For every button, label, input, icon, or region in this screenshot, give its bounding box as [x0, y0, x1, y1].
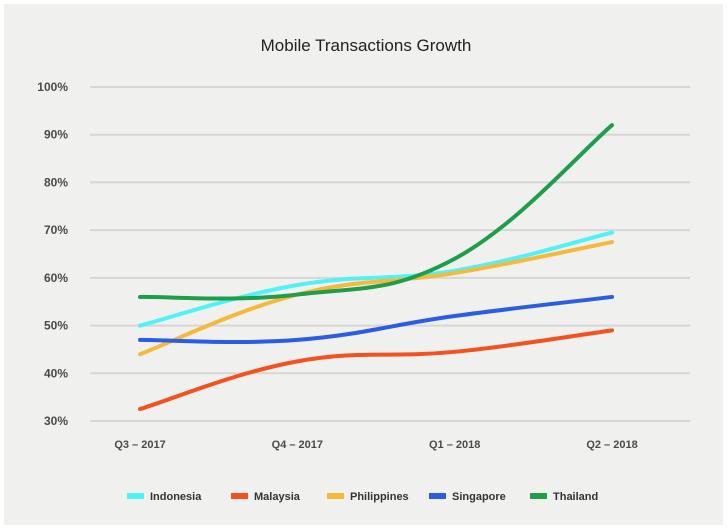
- legend-item-singapore: Singapore: [429, 491, 506, 503]
- series-line-indonesia: [138, 230, 614, 328]
- legend-label: Singapore: [452, 491, 506, 503]
- y-tick-label: 70%: [44, 223, 68, 237]
- series-lines: [138, 123, 614, 412]
- chart-title: Mobile Transactions Growth: [261, 36, 472, 55]
- y-tick-label: 50%: [44, 319, 68, 333]
- legend-item-philippines: Philippines: [327, 491, 409, 503]
- legend-swatch: [327, 493, 344, 499]
- legend-swatch: [127, 493, 144, 499]
- x-axis-ticks: Q3 – 2017 Q4 – 2017 Q1 – 2018 Q2 – 2018: [114, 439, 637, 451]
- series-line-philippines: [138, 240, 614, 357]
- y-axis-ticks: 30% 40% 50% 60% 70% 80% 90% 100%: [37, 80, 68, 428]
- legend-label: Thailand: [553, 491, 598, 503]
- legend-item-thailand: Thailand: [530, 491, 598, 503]
- x-tick-label: Q1 – 2018: [429, 439, 480, 451]
- legend-swatch: [429, 493, 446, 499]
- legend-swatch: [530, 493, 547, 499]
- chart-card: [4, 4, 723, 525]
- legend: Indonesia Malaysia Philippines Singapore Tha…: [127, 491, 598, 503]
- legend-item-malaysia: Malaysia: [231, 491, 301, 503]
- y-tick-label: 100%: [37, 80, 68, 94]
- y-tick-label: 40%: [44, 366, 68, 380]
- series-line-malaysia: [138, 328, 614, 412]
- y-tick-label: 60%: [44, 271, 68, 285]
- x-tick-label: Q4 – 2017: [272, 439, 323, 451]
- legend-label: Philippines: [350, 491, 409, 503]
- legend-swatch: [231, 493, 248, 499]
- x-tick-label: Q3 – 2017: [114, 439, 165, 451]
- series-line-thailand: [138, 123, 614, 301]
- y-tick-label: 80%: [44, 175, 68, 189]
- y-tick-label: 90%: [44, 128, 68, 142]
- x-tick-label: Q2 – 2018: [586, 439, 637, 451]
- series-line-singapore: [138, 294, 614, 344]
- legend-label: Indonesia: [150, 491, 202, 503]
- legend-label: Malaysia: [254, 491, 301, 503]
- legend-item-indonesia: Indonesia: [127, 491, 202, 503]
- y-tick-label: 30%: [44, 414, 68, 428]
